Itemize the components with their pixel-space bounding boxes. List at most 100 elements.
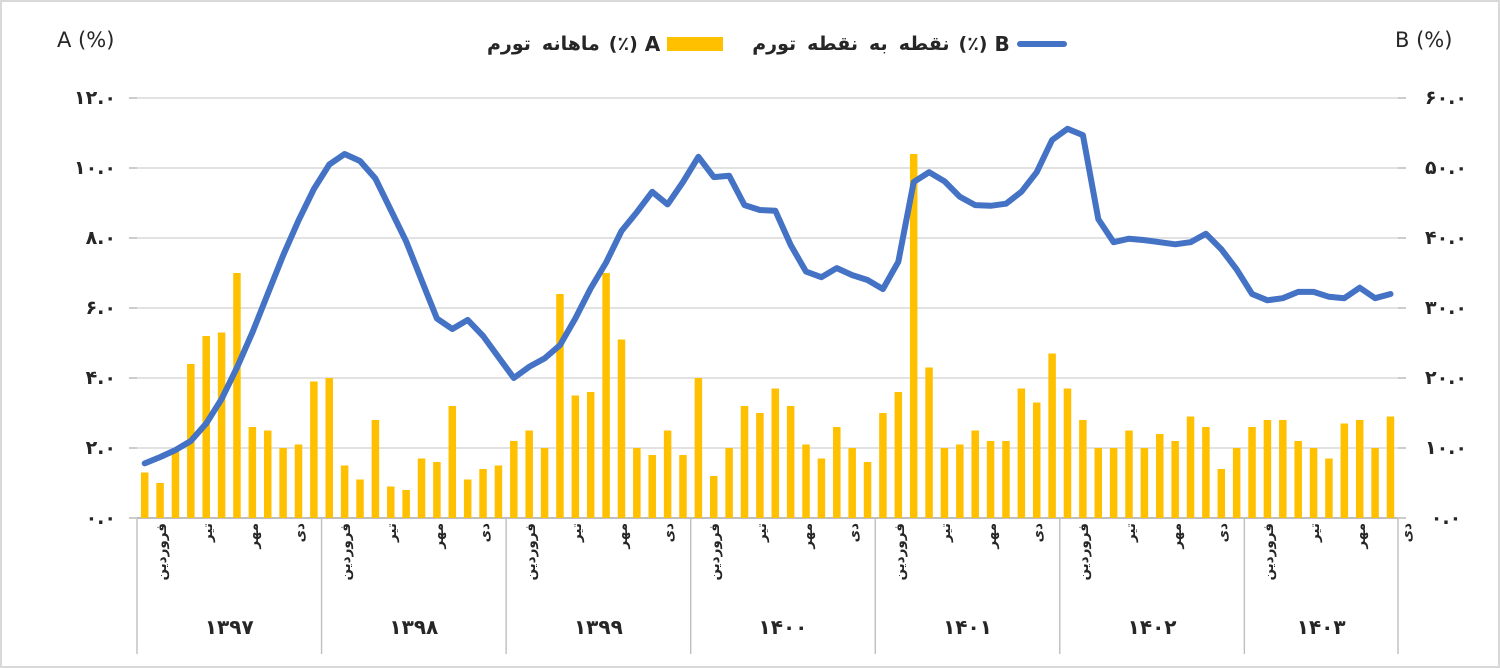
monthly-inflation-bar: [710, 476, 718, 518]
left-axis-tick-label: ۱۲.۰: [73, 87, 116, 109]
left-axis-tick-label: ۴.۰: [85, 367, 116, 389]
monthly-inflation-bar: [909, 154, 918, 518]
legend-word: نقطه: [807, 33, 859, 55]
year-label: ۱۴۰۳: [1296, 615, 1346, 639]
monthly-inflation-bar: [310, 381, 318, 518]
monthly-inflation-bar: [325, 378, 333, 518]
monthly-inflation-bar: [817, 458, 826, 518]
monthly-inflation-bar: [494, 465, 503, 518]
month-label: فروردین: [891, 523, 908, 581]
monthly-inflation-bar: [479, 469, 487, 518]
monthly-inflation-bar: [463, 479, 472, 518]
right-axis-tick-label: ۰.۰: [1430, 507, 1462, 529]
monthly-inflation-bar: [356, 479, 364, 518]
line-swatch-icon: [1016, 41, 1067, 47]
monthly-inflation-bar: [663, 430, 672, 518]
monthly-inflation-bar: [1079, 420, 1087, 518]
month-label: فروردین: [153, 523, 170, 581]
left-axis-tick-label: ۶.۰: [85, 297, 116, 319]
month-label: مهر: [799, 523, 816, 549]
monthly-inflation-bar: [1217, 469, 1226, 518]
monthly-inflation-bar: [740, 406, 749, 518]
monthly-inflation-bar: [417, 458, 426, 518]
monthly-inflation-bar: [217, 332, 226, 518]
month-label: مهر: [245, 523, 262, 549]
monthly-inflation-bar: [940, 448, 949, 518]
monthly-inflation-bar: [248, 427, 257, 518]
year-label: ۱۳۹۹: [573, 615, 623, 639]
monthly-inflation-bar: [263, 430, 272, 518]
monthly-inflation-bar: [233, 273, 241, 518]
right-axis-tick-label: ۵۰.۰: [1424, 157, 1467, 179]
monthly-inflation-bar: [925, 367, 933, 518]
month-label: مهر: [1168, 523, 1185, 549]
left-axis-tick-label: ۰.۰: [85, 507, 116, 529]
monthly-inflation-bar: [756, 413, 764, 518]
monthly-inflation-bar: [786, 406, 795, 518]
legend-letter: B: [994, 32, 1010, 56]
monthly-inflation-bar: [1032, 402, 1041, 518]
monthly-inflation-bar: [848, 448, 856, 518]
monthly-inflation-bar: [1156, 434, 1164, 518]
monthly-inflation-bar: [694, 378, 703, 518]
monthly-inflation-bar: [1186, 416, 1195, 518]
legend-percent: (٪): [608, 33, 638, 55]
month-label: دی: [476, 523, 493, 543]
monthly-inflation-bar: [387, 486, 395, 518]
monthly-inflation-bar: [433, 462, 441, 518]
monthly-inflation-bar: [971, 430, 979, 518]
month-label: دی: [1214, 523, 1231, 543]
monthly-inflation-bar: [1309, 448, 1318, 518]
left-axis-title: A (%): [57, 28, 115, 52]
monthly-inflation-bar: [1125, 430, 1133, 518]
month-label: تیر: [199, 523, 216, 542]
month-label: دی: [1030, 523, 1047, 543]
legend-item-A: تورم ماهانه (٪) A: [485, 32, 724, 56]
point-to-point-inflation-line: [141, 125, 1394, 467]
month-label: تیر: [753, 523, 770, 542]
monthly-inflation-bar: [340, 465, 349, 518]
month-label: فروردین: [1261, 523, 1278, 581]
monthly-inflation-bar: [1294, 441, 1302, 518]
month-label: تیر: [384, 523, 401, 542]
monthly-inflation-bar: [510, 441, 518, 518]
right-axis-title: B (%): [1395, 28, 1453, 52]
monthly-inflation-bar: [448, 406, 457, 518]
month-label: مهر: [984, 523, 1001, 549]
month-label: مهر: [1353, 523, 1370, 549]
year-label: ۱۴۰۱: [943, 615, 992, 639]
month-label: فروردین: [1076, 523, 1093, 581]
monthly-inflation-bar: [679, 455, 687, 518]
monthly-inflation-bar: [1279, 420, 1287, 518]
month-label: فروردین: [707, 523, 724, 581]
monthly-inflation-bar: [602, 273, 610, 518]
monthly-inflation-bar: [986, 441, 995, 518]
monthly-inflation-bar: [1202, 427, 1210, 518]
month-label: تیر: [1122, 523, 1139, 542]
monthly-inflation-bar: [140, 472, 149, 518]
monthly-inflation-bar: [956, 444, 964, 518]
monthly-inflation-bar: [1386, 416, 1395, 518]
legend-word: تورم: [752, 33, 797, 55]
month-label: فروردین: [522, 523, 539, 581]
left-axis-tick-label: ۸.۰: [85, 227, 116, 249]
legend-word: به: [869, 33, 888, 55]
month-label: مهر: [615, 523, 632, 549]
monthly-inflation-bar: [525, 430, 533, 518]
legend-letter: A: [644, 32, 661, 56]
monthly-inflation-bar: [156, 483, 164, 518]
monthly-inflation-bar: [833, 427, 841, 518]
monthly-inflation-bar: [1248, 427, 1256, 518]
right-axis-tick-label: ۴۰.۰: [1424, 227, 1467, 249]
monthly-inflation-bar: [1325, 458, 1333, 518]
monthly-inflation-bar: [1140, 448, 1149, 518]
right-axis-tick-label: ۳۰.۰: [1424, 297, 1467, 319]
monthly-inflation-bar: [1263, 420, 1272, 518]
month-label: تیر: [1307, 523, 1324, 542]
monthly-inflation-bar: [571, 395, 580, 518]
monthly-inflation-bar: [371, 420, 380, 518]
monthly-inflation-bar: [402, 490, 410, 518]
year-label: ۱۴۰۰: [758, 615, 808, 639]
